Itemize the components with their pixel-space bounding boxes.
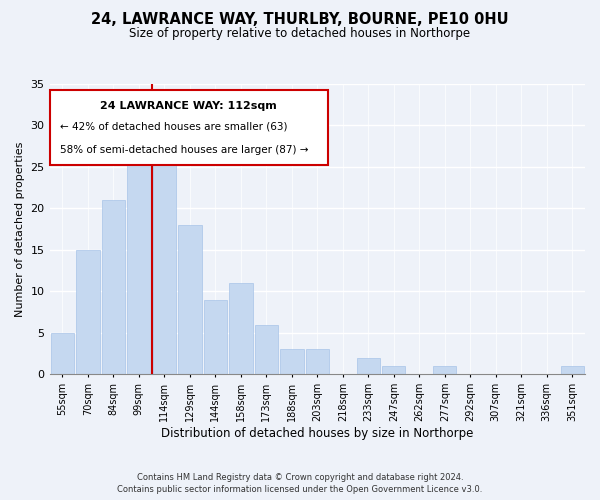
Text: Size of property relative to detached houses in Northorpe: Size of property relative to detached ho…: [130, 28, 470, 40]
Bar: [178, 225, 202, 374]
Bar: [356, 358, 380, 374]
Bar: [280, 350, 304, 374]
Bar: [560, 366, 584, 374]
Text: ← 42% of detached houses are smaller (63): ← 42% of detached houses are smaller (63…: [60, 122, 288, 132]
Bar: [50, 333, 74, 374]
Bar: [305, 350, 329, 374]
Bar: [382, 366, 406, 374]
Text: Contains public sector information licensed under the Open Government Licence v3: Contains public sector information licen…: [118, 485, 482, 494]
Bar: [152, 142, 176, 374]
Bar: [203, 300, 227, 374]
X-axis label: Distribution of detached houses by size in Northorpe: Distribution of detached houses by size …: [161, 427, 473, 440]
Y-axis label: Number of detached properties: Number of detached properties: [15, 142, 25, 317]
Text: Contains HM Land Registry data © Crown copyright and database right 2024.: Contains HM Land Registry data © Crown c…: [137, 472, 463, 482]
Text: 24, LAWRANCE WAY, THURLBY, BOURNE, PE10 0HU: 24, LAWRANCE WAY, THURLBY, BOURNE, PE10 …: [91, 12, 509, 28]
Bar: [433, 366, 457, 374]
Bar: [229, 283, 253, 374]
FancyBboxPatch shape: [50, 90, 328, 166]
Bar: [76, 250, 100, 374]
Bar: [254, 324, 278, 374]
Bar: [127, 150, 151, 374]
Text: 58% of semi-detached houses are larger (87) →: 58% of semi-detached houses are larger (…: [60, 145, 309, 155]
Text: 24 LAWRANCE WAY: 112sqm: 24 LAWRANCE WAY: 112sqm: [100, 102, 277, 112]
Bar: [101, 200, 125, 374]
